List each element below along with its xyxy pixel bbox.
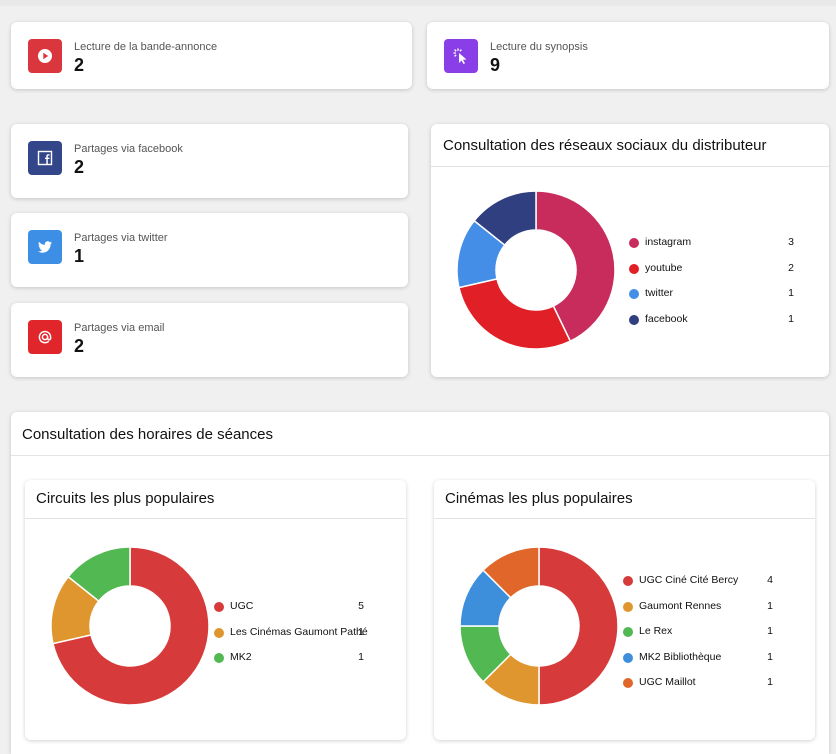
legend-count: 5	[358, 600, 364, 612]
card-title: Cinémas les plus populaires	[445, 490, 633, 507]
donut-slice-ugc[interactable]	[52, 546, 210, 706]
legend-label: MK2 Bibliothèque	[639, 650, 722, 663]
legend-label: MK2	[230, 651, 252, 663]
twitter-icon	[28, 230, 62, 264]
cursor-click-icon	[444, 39, 478, 73]
card-title: Consultation des réseaux sociaux du dist…	[443, 137, 767, 154]
circuits-card: Circuits les plus populaires UGC 5 Les Cin…	[25, 480, 406, 740]
legend-item[interactable]: youtube 2	[629, 262, 809, 276]
legend-label: Le Rex	[639, 625, 673, 637]
card-title: Circuits les plus populaires	[36, 490, 215, 507]
stat-value: 2	[74, 55, 85, 75]
facebook-icon	[28, 141, 62, 175]
legend-color-dot	[623, 601, 633, 612]
stat-value: 2	[74, 157, 85, 177]
legend-count: 1	[767, 625, 773, 637]
stat-card-email: Partages via email 2	[11, 303, 408, 377]
legend-count: 3	[788, 236, 794, 248]
legend-count: 1	[788, 313, 794, 326]
legend-count: 1	[788, 287, 794, 300]
stat-card-synopsis: Lecture du synopsis 9	[427, 22, 829, 89]
legend-item[interactable]: Le Rex 1	[623, 625, 793, 639]
legend-label: youtube	[645, 261, 683, 274]
stat-label: Lecture de la bande-annonce	[74, 41, 218, 53]
stat-label: Partages via twitter	[74, 232, 168, 244]
legend-item[interactable]: UGC Ciné Cité Bercy 4	[623, 574, 793, 588]
donut-slice-ugc-cin-cit-bercy[interactable]	[538, 546, 619, 706]
donut-slice-youtube[interactable]	[458, 278, 572, 350]
legend-color-dot	[214, 627, 224, 638]
legend-count: 4	[767, 574, 773, 586]
donut-slice-facebook[interactable]	[473, 190, 537, 247]
legend-label: twitter	[645, 287, 674, 300]
cinemas-donut-chart	[459, 546, 619, 706]
legend-item[interactable]: Gaumont Rennes 1	[623, 600, 793, 614]
legend-color-dot	[623, 627, 633, 637]
legend-item[interactable]: MK2 Bibliothèque 1	[623, 651, 793, 665]
play-icon	[28, 39, 62, 73]
section-divider	[11, 455, 829, 456]
legend-label: Les Cinémas Gaumont Pathé	[230, 625, 368, 638]
social-donut-chart	[456, 190, 616, 350]
at-icon	[28, 320, 62, 354]
section-title: Consultation des horaires de séances	[22, 426, 273, 443]
legend-color-dot	[214, 653, 224, 663]
top-strip	[0, 0, 836, 6]
legend-count: 1	[767, 599, 773, 612]
stat-label: Partages via facebook	[74, 143, 183, 155]
stat-card-trailer: Lecture de la bande-annonce 2	[11, 22, 412, 89]
legend-label: Gaumont Rennes	[639, 599, 722, 612]
legend-color-dot	[629, 315, 639, 326]
legend-count: 1	[358, 651, 364, 663]
social-networks-card: Consultation des réseaux sociaux du dist…	[431, 124, 829, 377]
legend-count: 1	[767, 650, 773, 663]
legend-label: UGC	[230, 600, 254, 612]
legend-label: UGC Maillot	[639, 676, 696, 688]
legend-item[interactable]: instagram 3	[629, 236, 809, 250]
legend-item[interactable]: UGC Maillot 1	[623, 676, 793, 690]
card-divider	[25, 518, 406, 519]
legend-item[interactable]: MK2 1	[214, 651, 384, 665]
donut-slice-instagram[interactable]	[535, 190, 616, 343]
stat-card-facebook: Partages via facebook 2	[11, 124, 408, 198]
donut-slice-mk2[interactable]	[67, 546, 131, 603]
legend-count: 2	[788, 261, 794, 274]
card-divider	[434, 518, 815, 519]
cinemas-card: Cinémas les plus populaires UGC Ciné Cit…	[434, 480, 815, 740]
legend-label: facebook	[645, 313, 688, 326]
donut-slice-ugc-maillot[interactable]	[482, 546, 540, 599]
legend-color-dot	[629, 238, 639, 248]
stat-card-twitter: Partages via twitter 1	[11, 213, 408, 287]
stat-label: Partages via email	[74, 322, 165, 334]
legend-item[interactable]: UGC 5	[214, 600, 384, 614]
legend-item[interactable]: twitter 1	[629, 287, 809, 301]
stat-value: 2	[74, 336, 85, 356]
circuits-donut-chart	[50, 546, 210, 706]
legend-label: UGC Ciné Cité Bercy	[639, 574, 739, 586]
legend-color-dot	[629, 263, 639, 274]
card-divider	[431, 166, 829, 167]
legend-count: 1	[358, 625, 364, 638]
legend-color-dot	[623, 652, 633, 663]
legend-item[interactable]: facebook 1	[629, 313, 809, 327]
stat-label: Lecture du synopsis	[490, 41, 588, 53]
stat-value: 1	[74, 246, 85, 266]
legend-item[interactable]: Les Cinémas Gaumont Pathé 1	[214, 626, 384, 640]
legend-color-dot	[214, 602, 224, 612]
legend-color-dot	[623, 576, 633, 586]
legend-label: instagram	[645, 236, 692, 248]
legend-color-dot	[629, 289, 639, 300]
stat-value: 9	[490, 55, 501, 75]
legend-color-dot	[623, 678, 633, 688]
legend-count: 1	[767, 676, 773, 688]
